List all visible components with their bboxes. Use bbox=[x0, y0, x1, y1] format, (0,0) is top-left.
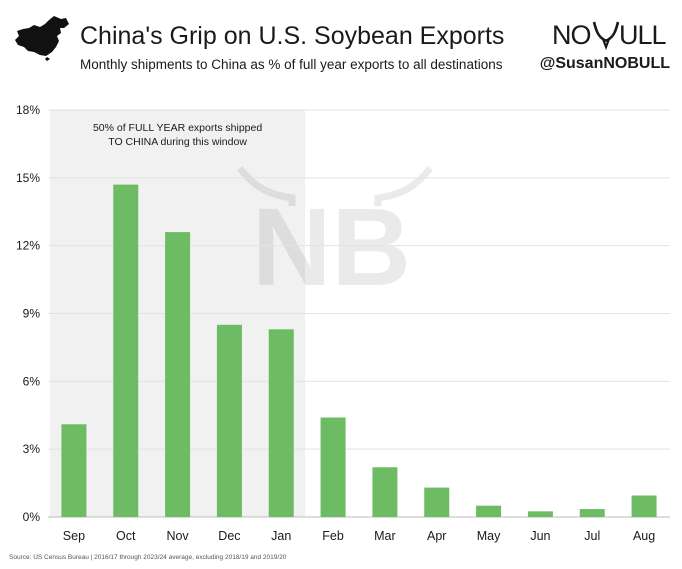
bar-feb bbox=[320, 417, 346, 517]
bar-may bbox=[476, 505, 502, 517]
bar-nov bbox=[165, 232, 191, 517]
x-tick-label: Feb bbox=[322, 529, 344, 543]
bar-sep bbox=[61, 424, 87, 517]
source-note: Source: US Census Bureau | 2016/17 throu… bbox=[9, 554, 287, 561]
x-tick-label: Jan bbox=[271, 529, 291, 543]
x-tick-label: Nov bbox=[166, 529, 189, 543]
chart-title: China's Grip on U.S. Soybean Exports bbox=[80, 22, 505, 50]
x-tick-label: Aug bbox=[633, 529, 655, 543]
highlight-annotation: 50% of FULL YEAR exports shipped bbox=[93, 122, 262, 134]
watermark: NB bbox=[237, 165, 433, 309]
chart-subtitle: Monthly shipments to China as % of full … bbox=[80, 57, 503, 72]
svg-text:ULL: ULL bbox=[619, 20, 667, 50]
author-handle: @SusanNOBULL bbox=[539, 55, 670, 72]
y-tick-label: 12% bbox=[16, 239, 40, 253]
y-tick-label: 18% bbox=[16, 103, 40, 117]
y-tick-label: 3% bbox=[23, 442, 41, 456]
bar-aug bbox=[631, 495, 657, 517]
bar-oct bbox=[113, 184, 139, 517]
x-tick-label: Mar bbox=[374, 529, 396, 543]
svg-text:NB: NB bbox=[252, 186, 411, 309]
x-tick-label: Jun bbox=[530, 529, 550, 543]
y-tick-label: 9% bbox=[23, 307, 41, 321]
highlight-annotation: TO CHINA during this window bbox=[108, 136, 247, 148]
x-tick-label: May bbox=[477, 529, 501, 543]
bar-jun bbox=[527, 511, 553, 517]
bar-jan bbox=[268, 329, 294, 517]
x-tick-label: Dec bbox=[218, 529, 240, 543]
bar-jul bbox=[579, 509, 605, 517]
x-tick-label: Apr bbox=[427, 529, 446, 543]
x-tick-label: Sep bbox=[63, 529, 85, 543]
bar-apr bbox=[424, 487, 450, 517]
china-map-icon bbox=[15, 16, 69, 61]
y-tick-label: 0% bbox=[23, 510, 41, 524]
bar-dec bbox=[216, 324, 242, 517]
y-tick-label: 6% bbox=[23, 374, 41, 388]
svg-text:NO: NO bbox=[552, 20, 591, 50]
y-tick-label: 15% bbox=[16, 171, 40, 185]
nobull-logo: NO ULL bbox=[552, 20, 668, 50]
x-tick-label: Oct bbox=[116, 529, 136, 543]
x-tick-label: Jul bbox=[584, 529, 600, 543]
bar-mar bbox=[372, 467, 398, 517]
